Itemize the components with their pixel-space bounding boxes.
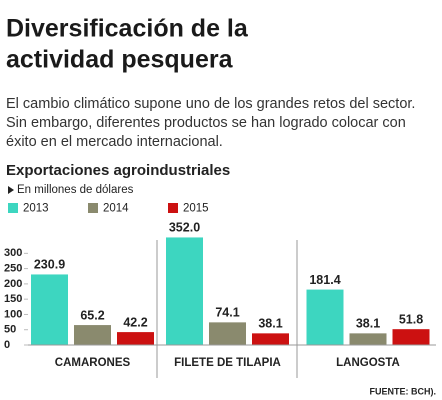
intro-text: El cambio climático supone uno de los gr… xyxy=(6,96,415,112)
y-tick-label: 200 xyxy=(4,278,22,290)
bar xyxy=(31,274,68,345)
y-tick-label: 50 xyxy=(4,324,16,336)
data-label: 230.9 xyxy=(34,258,65,272)
data-label: 42.2 xyxy=(123,315,147,329)
y-tick-label: 0 xyxy=(4,339,10,351)
bar xyxy=(209,322,246,345)
data-label: 181.4 xyxy=(309,273,340,287)
y-tick-label: 250 xyxy=(4,263,22,275)
y-tick-label: 300 xyxy=(4,247,22,259)
legend-label: 2013 xyxy=(23,203,49,215)
data-label: 38.1 xyxy=(356,317,380,331)
legend-label: 2014 xyxy=(103,203,129,215)
title: Diversificación de la xyxy=(6,15,249,43)
y-tick-label: 100 xyxy=(4,308,22,320)
intro-text: éxito en el mercado internacional. xyxy=(6,134,223,150)
bar xyxy=(252,333,289,345)
data-label: 65.2 xyxy=(80,308,104,322)
bar xyxy=(117,332,154,345)
x-tick-label: FILETE DE TILAPIA xyxy=(174,357,281,369)
chart-subtitle: En millones de dólares xyxy=(17,184,134,196)
legend-swatch xyxy=(88,203,98,213)
x-tick-label: LANGOSTA xyxy=(336,357,400,369)
intro-text: Sin embargo, diferentes productos se han… xyxy=(6,115,406,131)
title: actividad pesquera xyxy=(6,46,234,74)
bar xyxy=(349,333,387,345)
bar xyxy=(306,289,344,345)
bullet xyxy=(8,186,14,194)
data-label: 38.1 xyxy=(258,317,282,331)
legend-label: 2015 xyxy=(183,203,209,215)
bar xyxy=(392,329,430,345)
bar xyxy=(74,325,111,345)
legend-swatch xyxy=(8,203,18,213)
bar xyxy=(166,237,203,345)
footer: FUENTE: BCH). xyxy=(370,386,437,396)
data-label: 352.0 xyxy=(169,221,200,235)
data-label: 51.8 xyxy=(399,312,423,326)
chart-title: Exportaciones agroindustriales xyxy=(6,162,230,179)
data-label: 74.1 xyxy=(215,306,239,320)
y-tick-label: 150 xyxy=(4,293,22,305)
legend-swatch xyxy=(168,203,178,213)
x-tick-label: CAMARONES xyxy=(55,357,131,369)
